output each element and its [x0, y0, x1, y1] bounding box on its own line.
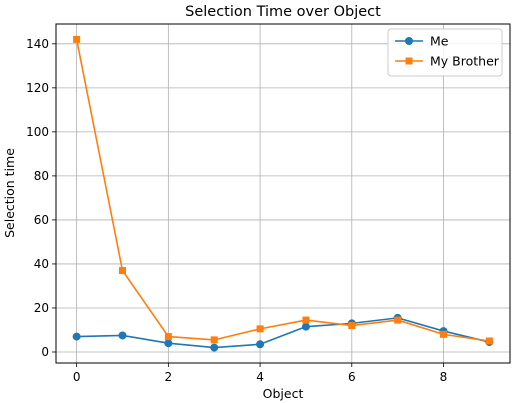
legend-marker-me [405, 37, 413, 45]
x-tick-label: 8 [440, 370, 448, 384]
y-tick-label: 120 [26, 81, 49, 95]
data-point-my-brother [302, 316, 310, 324]
series-my-brother [73, 35, 493, 345]
data-point-my-brother [348, 322, 356, 330]
data-point-me [256, 340, 265, 349]
y-tick-label: 20 [34, 301, 49, 315]
y-tick-label: 80 [34, 169, 49, 183]
x-tick-label: 4 [256, 370, 264, 384]
y-axis-ticks: 0 20 40 60 80 100 120 140 [26, 37, 56, 359]
y-tick-label: 60 [34, 213, 49, 227]
data-point-my-brother [485, 337, 493, 345]
y-axis-label: Selection time [2, 148, 17, 238]
series-line-me [76, 317, 490, 349]
data-point-me [301, 322, 310, 331]
y-tick-label: 40 [34, 257, 49, 271]
legend-entry-me: Me [395, 34, 449, 49]
x-tick-label: 6 [348, 370, 356, 384]
x-tick-label: 0 [73, 370, 81, 384]
data-point-my-brother [73, 35, 81, 43]
legend-entry-my-brother: My Brother [395, 54, 500, 69]
plot-frame [55, 23, 511, 364]
data-point-me [210, 343, 219, 352]
data-point-my-brother [256, 325, 264, 333]
x-axis-label: Object [263, 386, 304, 401]
data-point-my-brother [118, 267, 126, 275]
x-axis-ticks: 0 2 4 6 8 [73, 363, 448, 384]
data-point-my-brother [394, 316, 402, 324]
data-point-my-brother [440, 330, 448, 338]
y-tick-label: 140 [26, 37, 49, 51]
data-point-me [72, 332, 81, 341]
y-tick-label: 0 [41, 345, 49, 359]
data-point-my-brother [210, 336, 218, 344]
data-point-my-brother [164, 333, 172, 341]
x-tick-label: 2 [165, 370, 173, 384]
data-point-me [164, 339, 173, 348]
series-line-my-brother [75, 39, 490, 342]
legend-marker-my-brother [405, 57, 413, 65]
series-group [72, 35, 494, 352]
series-me [72, 313, 494, 352]
legend-label-my-brother: My Brother [430, 54, 500, 69]
y-tick-label: 100 [26, 125, 49, 139]
legend-label-me: Me [430, 34, 449, 49]
chart-title: Selection Time over Object [185, 4, 381, 20]
legend: Me My Brother [387, 28, 503, 77]
data-point-me [118, 331, 127, 340]
